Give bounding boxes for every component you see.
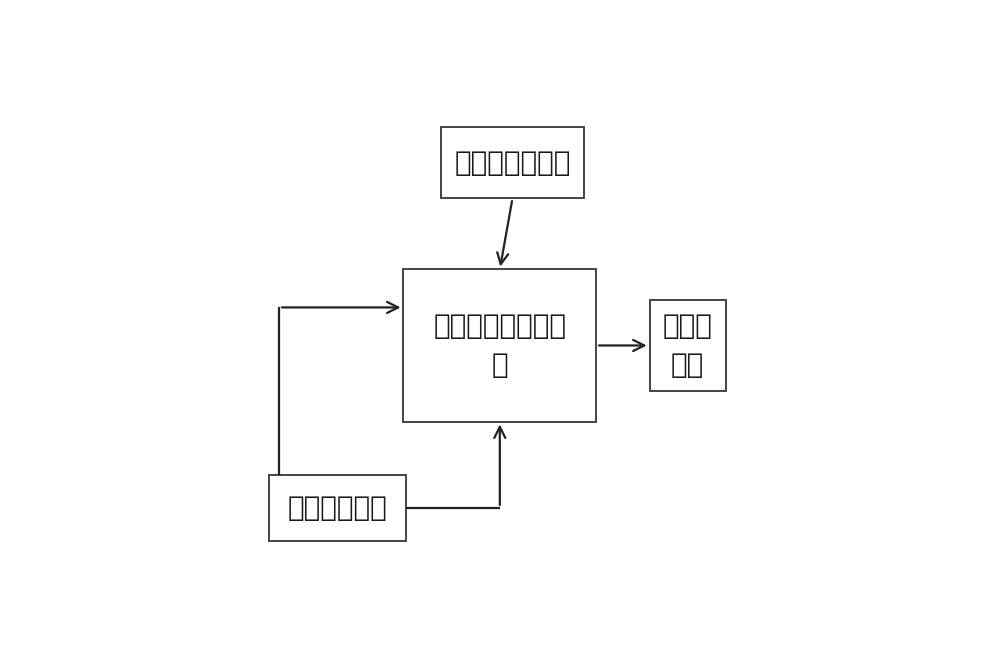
Text: 增益自校准电路: 增益自校准电路 (454, 149, 571, 177)
Bar (403, 270, 596, 422)
Bar (650, 300, 726, 391)
Text: 两点调制锁相环电
路: 两点调制锁相环电 路 (433, 312, 566, 379)
Text: 功率放
大器: 功率放 大器 (663, 312, 713, 379)
Bar (269, 475, 406, 541)
Bar (441, 127, 584, 198)
Text: 信号输入电路: 信号输入电路 (288, 494, 387, 522)
